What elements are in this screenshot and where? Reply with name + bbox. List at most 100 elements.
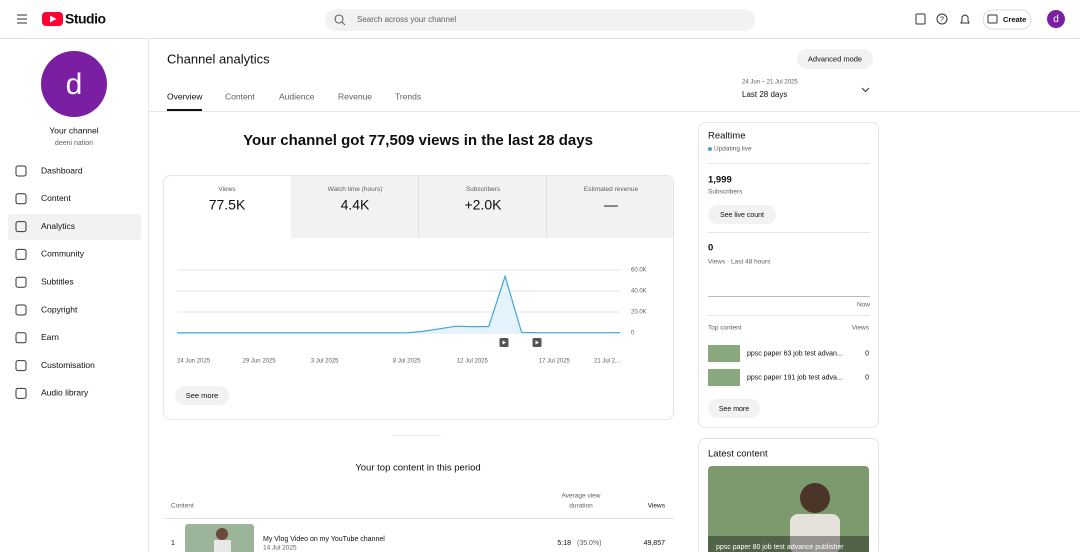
metric-label[interactable]: Estimated revenue [584, 186, 639, 193]
metric-inactive-bg [291, 176, 673, 238]
search-box[interactable] [325, 9, 755, 31]
nav-icon[interactable] [15, 221, 27, 233]
realtime-see-more-button[interactable] [708, 399, 760, 418]
row-thumbnail-figure [216, 528, 228, 540]
nav-item[interactable]: Copyright [41, 304, 78, 314]
realtime-now: Now [857, 302, 870, 309]
date-range[interactable]: 24 Jun – 21 Jul 2025 [742, 80, 798, 86]
nav-icon[interactable] [15, 276, 27, 288]
x-tick-label: 12 Jul 2025 [457, 359, 489, 365]
logo-text[interactable]: Studio [65, 11, 106, 27]
nav-item[interactable]: Analytics [41, 221, 75, 231]
channel-avatar[interactable] [41, 51, 107, 117]
nav-icon[interactable] [15, 304, 27, 316]
latest-title: Latest content [708, 449, 768, 460]
item-views: 0 [865, 374, 869, 381]
subscribers-label: Subscribers [708, 189, 743, 196]
menu-button[interactable] [17, 14, 27, 24]
see-live-count-label: See live count [720, 212, 764, 219]
advanced-mode-label: Advanced mode [808, 54, 862, 63]
views-48h-label: Views · Last 48 hours [708, 259, 771, 266]
period-chevron[interactable] [861, 87, 870, 93]
see-more-label: See more [186, 391, 219, 400]
tabs: Overview Content Audience Revenue Trends [167, 91, 421, 101]
search-icon [334, 14, 344, 24]
logo-play [50, 15, 57, 23]
line [177, 274, 620, 334]
latest-thumbnail-figure [800, 483, 830, 513]
item-title[interactable]: ppsc paper 63 job test advan... [747, 350, 843, 357]
feedback-icon[interactable] [915, 13, 926, 25]
y-tick-label: 0 [631, 331, 635, 337]
search-icon-handle [341, 21, 346, 26]
advanced-mode-button[interactable] [797, 49, 873, 69]
views-48h: 0 [708, 243, 713, 254]
help-icon[interactable] [936, 13, 948, 25]
item-thumbnail[interactable] [708, 345, 740, 362]
nav-item[interactable]: Earn [41, 332, 59, 342]
see-more-button[interactable] [175, 386, 229, 405]
nav-icon[interactable] [15, 332, 27, 344]
top-content-label: Top content [708, 325, 742, 332]
x-tick-label: 8 Jul 2025 [393, 359, 421, 365]
nav-item[interactable]: Content [41, 193, 71, 203]
metric-label[interactable]: Subscribers [466, 186, 501, 193]
tab[interactable]: Trends [395, 91, 421, 101]
channel-name: deeni nation [55, 140, 93, 147]
notifications-icon[interactable] [960, 14, 970, 24]
video-marker-glyph [502, 340, 506, 345]
nav-item[interactable]: Audio library [41, 388, 89, 398]
period[interactable]: Last 28 days [742, 90, 787, 99]
channel-label: Your channel [49, 125, 98, 135]
metric-value[interactable]: 77.5K [209, 197, 246, 213]
metric-value[interactable]: — [604, 197, 618, 213]
tab[interactable]: Revenue [338, 91, 372, 101]
nav-icon[interactable] [15, 248, 27, 260]
column-avg-duration: duration [569, 503, 593, 510]
y-tick-label: 60.0K [631, 268, 647, 274]
latest-caption-bg [708, 536, 869, 552]
nav-item[interactable]: Community [41, 249, 85, 259]
x-tick-label: 3 Jul 2025 [311, 359, 339, 365]
search-placeholder: Search across your channel [357, 15, 456, 24]
tab[interactable]: Content [225, 91, 255, 101]
metric-label[interactable]: Views [218, 186, 236, 193]
row-views: 49,857 [644, 540, 666, 547]
row-avg-duration: 5:18 [557, 540, 571, 547]
latest-caption: ppsc paper 80 job test advance publisher [716, 544, 844, 551]
tab[interactable]: Overview [167, 91, 203, 101]
column-views: Views [648, 503, 666, 510]
account-avatar-letter: d [1053, 14, 1059, 25]
item-thumbnail[interactable] [708, 369, 740, 386]
see-live-count-button[interactable] [708, 205, 776, 224]
row-date: 14 Jul 2025 [263, 545, 297, 552]
nav-icon[interactable] [15, 193, 27, 205]
nav-icon[interactable] [15, 165, 27, 177]
account-avatar[interactable] [1047, 10, 1065, 28]
nav-active-bg [8, 214, 141, 240]
create-icon [987, 14, 998, 24]
metrics: Views 77.5K Watch time (hours) 4.4K Subscrib… [209, 186, 639, 212]
row-title[interactable]: My Vlog Video on my YouTube channel [263, 536, 385, 543]
nav-item[interactable]: Subtitles [41, 276, 74, 286]
top-content-title: Your top content in this period [355, 463, 480, 474]
metric-label[interactable]: Watch time (hours) [328, 186, 383, 193]
top-bar: Studio Search across your channel ? Crea… [0, 0, 1080, 39]
nav-icon[interactable] [15, 360, 27, 372]
item-title[interactable]: ppsc paper 191 job test adva... [747, 374, 843, 381]
create-label: Create [1003, 15, 1026, 24]
nav-icon[interactable] [15, 387, 27, 399]
top-views-label: Views [852, 325, 870, 332]
nav-item[interactable]: Customisation [41, 360, 95, 370]
nav-item[interactable]: Dashboard [41, 165, 83, 175]
video-marker-glyph [535, 340, 539, 345]
metric-value[interactable]: +2.0K [465, 197, 503, 213]
tab[interactable]: Audience [279, 91, 315, 101]
column-avg-duration: Average view [562, 493, 601, 500]
metric-value[interactable]: 4.4K [341, 197, 370, 213]
realtime-title: Realtime [708, 131, 746, 142]
latest-thumbnail-figure [790, 514, 840, 552]
y-tick-label: 40.0K [631, 289, 647, 295]
